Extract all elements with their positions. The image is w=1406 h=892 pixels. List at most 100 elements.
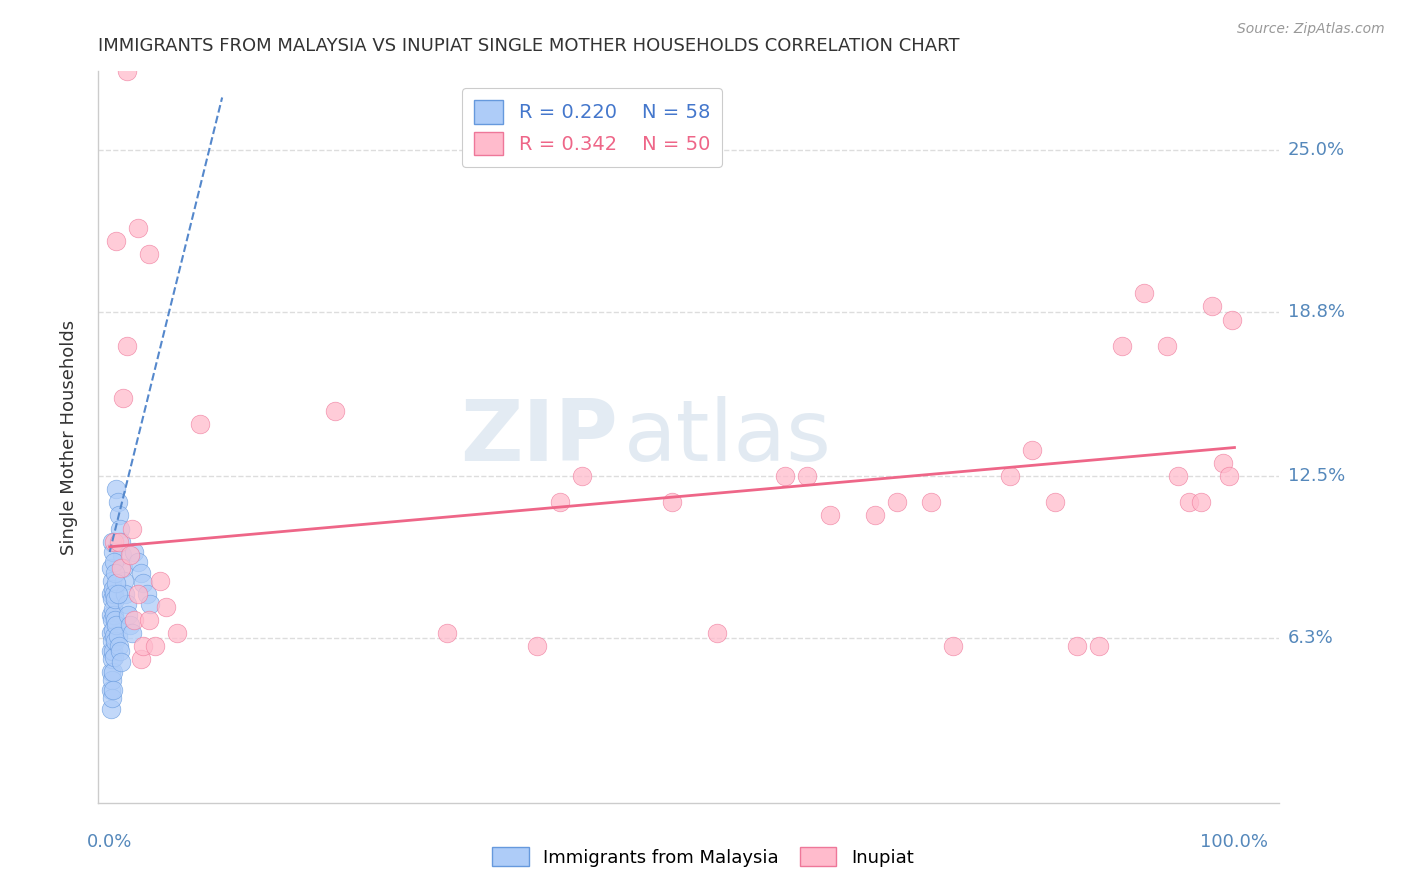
Point <box>101 691 124 706</box>
Text: ZIP: ZIP <box>460 395 619 479</box>
Point <box>104 592 127 607</box>
Point <box>661 495 683 509</box>
Text: IMMIGRANTS FROM MALAYSIA VS INUPIAT SINGLE MOTHER HOUSEHOLDS CORRELATION CHART: IMMIGRANTS FROM MALAYSIA VS INUPIAT SING… <box>98 37 960 54</box>
Point <box>1212 456 1234 470</box>
Point <box>124 613 146 627</box>
Point <box>139 597 162 611</box>
Text: 18.8%: 18.8% <box>1288 302 1344 321</box>
Point <box>103 556 125 570</box>
Point <box>124 545 146 559</box>
Point <box>103 629 125 643</box>
Point <box>101 613 124 627</box>
Point <box>107 495 129 509</box>
Text: atlas: atlas <box>624 395 832 479</box>
Point <box>1156 339 1178 353</box>
Point <box>107 639 129 653</box>
Point <box>107 534 129 549</box>
Point <box>1178 495 1201 509</box>
Point <box>101 673 124 687</box>
Point <box>1111 339 1133 353</box>
Point <box>112 574 135 588</box>
Point <box>107 629 129 643</box>
Point <box>818 508 841 523</box>
Point <box>1088 639 1111 653</box>
Point <box>100 702 122 716</box>
Point <box>166 626 188 640</box>
Point <box>118 618 141 632</box>
Point <box>112 391 135 405</box>
Text: 100.0%: 100.0% <box>1201 833 1268 851</box>
Point <box>796 469 818 483</box>
Point <box>886 495 908 509</box>
Point <box>105 576 128 591</box>
Point <box>107 508 129 523</box>
Point <box>112 560 135 574</box>
Point <box>1189 495 1212 509</box>
Point <box>104 566 127 580</box>
Point <box>101 683 124 698</box>
Point <box>1218 469 1240 483</box>
Point <box>998 469 1021 483</box>
Point <box>127 587 149 601</box>
Point <box>127 221 149 235</box>
Point <box>110 560 132 574</box>
Point <box>100 665 122 680</box>
Point <box>100 607 122 622</box>
Point <box>100 644 122 658</box>
Point <box>1201 300 1223 314</box>
Point <box>920 495 942 509</box>
Point <box>135 587 157 601</box>
Point <box>118 548 141 562</box>
Point <box>101 665 124 680</box>
Point <box>132 639 155 653</box>
Text: Source: ZipAtlas.com: Source: ZipAtlas.com <box>1237 22 1385 37</box>
Point <box>323 404 346 418</box>
Point <box>143 639 166 653</box>
Point <box>103 534 125 549</box>
Point <box>100 560 122 574</box>
Point <box>706 626 728 640</box>
Point <box>103 649 125 664</box>
Legend: Immigrants from Malaysia, Inupiat: Immigrants from Malaysia, Inupiat <box>485 840 921 874</box>
Y-axis label: Single Mother Households: Single Mother Households <box>59 319 77 555</box>
Point <box>108 644 131 658</box>
Point <box>105 234 128 248</box>
Text: 0.0%: 0.0% <box>87 833 132 851</box>
Point <box>111 548 134 562</box>
Point <box>107 587 129 601</box>
Point <box>110 655 132 669</box>
Point <box>1220 312 1243 326</box>
Point <box>129 566 152 580</box>
Point <box>108 521 131 535</box>
Point <box>155 599 177 614</box>
Point <box>101 545 124 559</box>
Point <box>127 556 149 570</box>
Point <box>110 534 132 549</box>
Point <box>100 587 122 601</box>
Point <box>138 613 160 627</box>
Point <box>138 247 160 261</box>
Point <box>132 576 155 591</box>
Point <box>1066 639 1088 653</box>
Point <box>121 626 143 640</box>
Point <box>129 652 152 666</box>
Text: 12.5%: 12.5% <box>1288 467 1346 485</box>
Point <box>105 483 128 497</box>
Text: 6.3%: 6.3% <box>1288 629 1333 648</box>
Point <box>571 469 593 483</box>
Point <box>101 624 124 638</box>
Point <box>1043 495 1066 509</box>
Point <box>101 652 124 666</box>
Point <box>115 597 138 611</box>
Point <box>101 592 124 607</box>
Point <box>105 618 128 632</box>
Point <box>104 633 127 648</box>
Point <box>548 495 571 509</box>
Point <box>526 639 548 653</box>
Point <box>115 64 138 78</box>
Text: 25.0%: 25.0% <box>1288 141 1346 159</box>
Point <box>104 613 127 627</box>
Point <box>101 644 124 658</box>
Point <box>100 683 122 698</box>
Point <box>100 626 122 640</box>
